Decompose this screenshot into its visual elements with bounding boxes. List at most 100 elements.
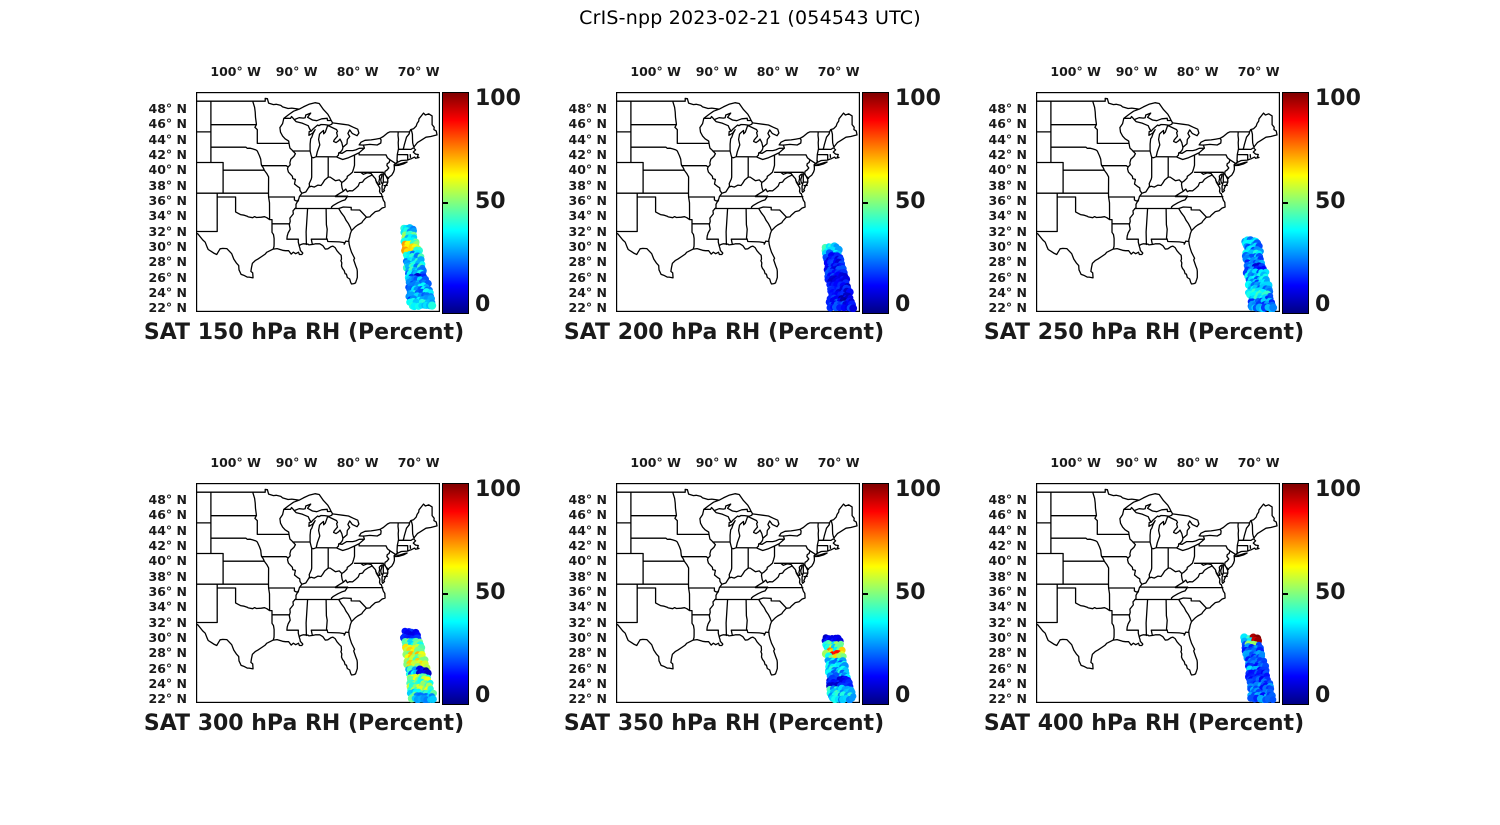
lat-tick-label: 46° N	[148, 116, 187, 132]
lat-tick-label: 36° N	[568, 583, 607, 599]
lon-tick-label: 70° W	[817, 455, 860, 470]
colorbar-label: 0	[1315, 683, 1331, 708]
lon-tick-label: 100° W	[630, 455, 681, 470]
lat-tick-label: 32° N	[568, 614, 607, 630]
colorbar-label: 50	[475, 580, 506, 605]
lat-tick-label: 26° N	[568, 269, 607, 285]
lat-tick-label: 42° N	[568, 146, 607, 162]
lat-tick-label: 38° N	[568, 177, 607, 193]
colorbar-label: 0	[895, 292, 911, 317]
lat-tick-label: 28° N	[148, 645, 187, 661]
lat-tick-label: 22° N	[988, 300, 1027, 316]
lat-tick-label: 42° N	[148, 537, 187, 553]
lon-tick-label: 90° W	[1115, 455, 1158, 470]
lat-tick-label: 48° N	[568, 491, 607, 507]
panel-title: SAT 150 hPa RH (Percent)	[143, 320, 465, 345]
lat-tick-label: 32° N	[148, 223, 187, 239]
lat-tick-label: 34° N	[568, 599, 607, 615]
lat-tick-label: 42° N	[568, 537, 607, 553]
lon-tick-label: 80° W	[336, 455, 379, 470]
lat-tick-label: 28° N	[568, 645, 607, 661]
colorbar-label: 50	[895, 580, 926, 605]
lat-tick-label: 24° N	[988, 675, 1027, 691]
lon-tick-label: 80° W	[1176, 455, 1219, 470]
lat-tick-label: 30° N	[148, 238, 187, 254]
lat-tick-label: 46° N	[568, 116, 607, 132]
lon-tick-label: 80° W	[756, 455, 799, 470]
colorbar-tick-50	[443, 593, 448, 595]
lat-tick-label: 44° N	[148, 131, 187, 147]
lat-tick-label: 48° N	[148, 100, 187, 116]
map-axes	[616, 92, 860, 312]
lat-tick-label: 42° N	[988, 146, 1027, 162]
colorbar-label: 100	[1315, 477, 1361, 502]
colorbar-label: 100	[475, 477, 521, 502]
lon-tick-label: 70° W	[397, 455, 440, 470]
colorbar-label: 100	[475, 86, 521, 111]
map-frame	[616, 92, 860, 312]
lat-tick-label: 22° N	[988, 691, 1027, 707]
colorbar-label: 50	[475, 189, 506, 214]
lat-tick-label: 48° N	[988, 100, 1027, 116]
lat-tick-label: 38° N	[568, 568, 607, 584]
lat-tick-label: 32° N	[148, 614, 187, 630]
lat-tick-label: 22° N	[148, 300, 187, 316]
lon-tick-label: 80° W	[1176, 64, 1219, 79]
lat-tick-label: 30° N	[988, 238, 1027, 254]
map-axes	[1036, 92, 1280, 312]
lat-tick-label: 24° N	[568, 675, 607, 691]
lat-tick-label: 26° N	[988, 660, 1027, 676]
lat-tick-label: 42° N	[148, 146, 187, 162]
panel-title: SAT 300 hPa RH (Percent)	[143, 711, 465, 736]
lat-tick-label: 26° N	[148, 269, 187, 285]
lat-tick-label: 46° N	[988, 116, 1027, 132]
colorbar-label: 100	[895, 86, 941, 111]
lon-tick-label: 90° W	[275, 64, 318, 79]
lon-tick-label: 100° W	[1050, 455, 1101, 470]
colorbar-label: 0	[475, 683, 491, 708]
lat-tick-label: 30° N	[568, 238, 607, 254]
lat-tick-label: 34° N	[988, 208, 1027, 224]
lat-tick-label: 36° N	[148, 583, 187, 599]
map-axes	[1036, 483, 1280, 703]
lon-tick-label: 70° W	[1237, 64, 1280, 79]
panel-title: SAT 200 hPa RH (Percent)	[563, 320, 885, 345]
us-states-map	[1036, 483, 1280, 703]
lat-tick-label: 32° N	[988, 223, 1027, 239]
lat-tick-label: 48° N	[988, 491, 1027, 507]
rh-scatter-swath	[1241, 236, 1278, 312]
map-frame	[1036, 483, 1280, 703]
lat-tick-label: 44° N	[568, 131, 607, 147]
rh-scatter-swath	[400, 627, 437, 703]
colorbar	[442, 92, 469, 314]
lat-tick-label: 38° N	[988, 568, 1027, 584]
lat-tick-label: 44° N	[988, 522, 1027, 538]
lat-tick-label: 48° N	[148, 491, 187, 507]
lat-tick-label: 38° N	[148, 177, 187, 193]
lat-tick-label: 34° N	[148, 208, 187, 224]
map-axes	[196, 92, 440, 312]
map-frame	[616, 483, 860, 703]
lat-tick-label: 38° N	[988, 177, 1027, 193]
map-frame	[196, 483, 440, 703]
colorbar-label: 0	[1315, 292, 1331, 317]
lat-tick-label: 36° N	[148, 192, 187, 208]
lon-tick-label: 70° W	[397, 64, 440, 79]
lat-tick-label: 28° N	[568, 254, 607, 270]
lat-tick-label: 34° N	[148, 599, 187, 615]
rh-scatter-swath	[400, 224, 437, 311]
lon-tick-label: 100° W	[210, 64, 261, 79]
lat-tick-label: 46° N	[148, 507, 187, 523]
lon-tick-label: 80° W	[756, 64, 799, 79]
lat-tick-label: 44° N	[988, 131, 1027, 147]
rh-scatter-swath	[1240, 633, 1277, 703]
lat-tick-label: 24° N	[148, 675, 187, 691]
lon-tick-label: 90° W	[1115, 64, 1158, 79]
lat-tick-label: 32° N	[988, 614, 1027, 630]
lat-tick-label: 30° N	[568, 629, 607, 645]
rh-scatter-swath	[821, 634, 857, 703]
lat-tick-label: 38° N	[148, 568, 187, 584]
us-states-map	[616, 92, 860, 312]
lat-tick-label: 24° N	[568, 284, 607, 300]
